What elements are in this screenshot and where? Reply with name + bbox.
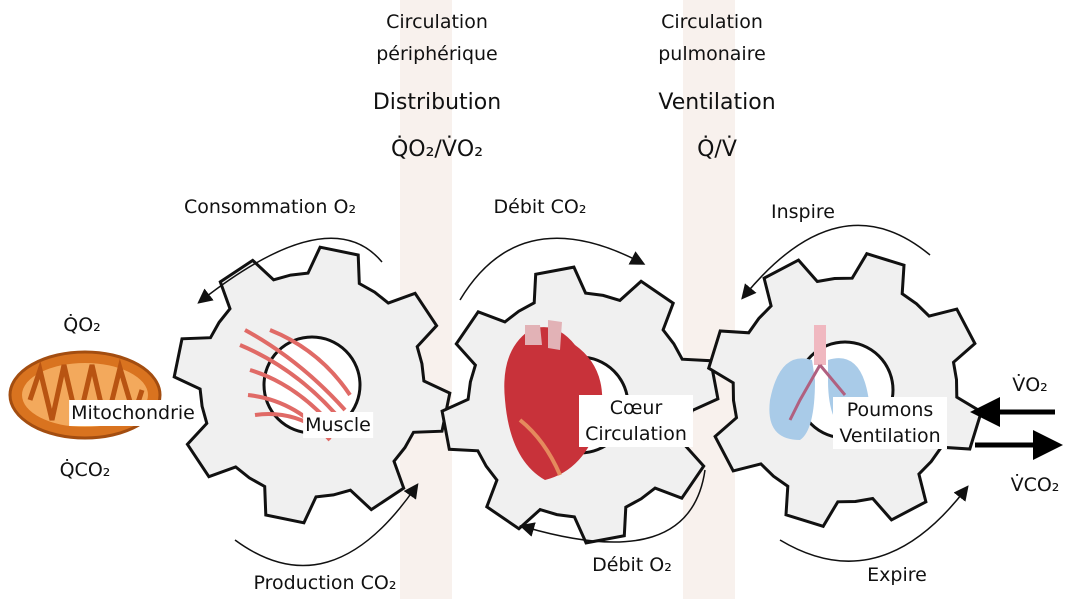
- arrow-label: Consommation O₂: [183, 196, 357, 218]
- gear-label: Poumons Ventilation: [833, 397, 947, 449]
- gear-label: Muscle: [303, 412, 373, 438]
- mito-label: Mitochondrie: [69, 400, 197, 426]
- arrow-label: Débit CO₂: [493, 196, 587, 218]
- arrow-label: Expire: [867, 564, 927, 586]
- column-ratio: Q̇/V̇: [697, 137, 737, 162]
- column-name: Ventilation: [658, 90, 776, 115]
- column-name: Distribution: [372, 90, 502, 115]
- gear-label: Cœur Circulation: [579, 395, 693, 447]
- heart: [504, 320, 603, 480]
- arrow-label: Débit O₂: [592, 554, 672, 576]
- curved-arrows: [197, 224, 969, 567]
- arrow-label: Inspire: [771, 201, 835, 223]
- column-ratio: Q̇O₂/V̇O₂: [390, 137, 484, 162]
- exchange-in: V̇O₂: [1012, 374, 1048, 396]
- exchange-out: V̇CO₂: [1010, 474, 1060, 496]
- column-title: Circulation pulmonaire: [658, 11, 766, 65]
- mito-in: Q̇O₂: [63, 314, 101, 336]
- column-title: Circulation périphérique: [376, 11, 498, 65]
- mito-out: Q̇CO₂: [59, 459, 111, 481]
- band: [683, 0, 735, 599]
- arrow-label: Production CO₂: [253, 572, 397, 594]
